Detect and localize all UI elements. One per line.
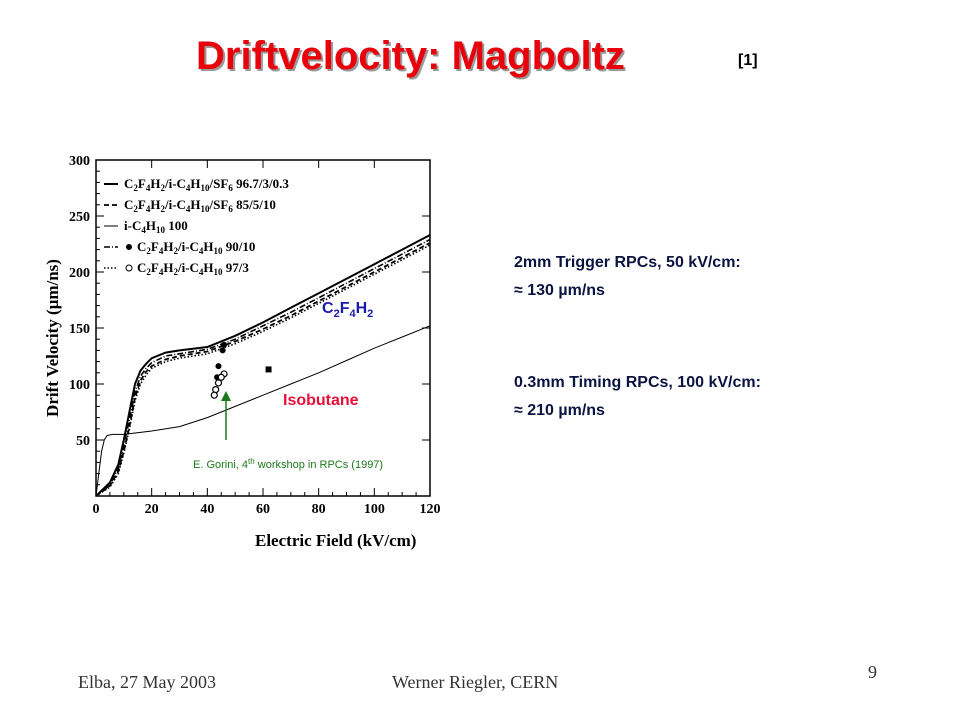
legend-label-2: C2F4H2/i-C4H10/SF6 85/5/10 <box>124 197 276 214</box>
annotation-reference: E. Gorini, 4th workshop in RPCs (1997) <box>193 457 383 471</box>
y-tick-label: 100 <box>69 378 90 393</box>
chart-legend: C2F4H2/i-C4H10/SF6 96.7/3/0.3 C2F4H2/i-C4… <box>104 176 289 277</box>
data-point-open <box>210 391 218 399</box>
data-points <box>210 341 272 399</box>
y-tick-label: 150 <box>69 322 90 337</box>
footer-date: Elba, 27 May 2003 <box>78 672 216 692</box>
note-timing-heading: 0.3mm Timing RPCs, 100 kV/cm: <box>514 374 761 391</box>
x-tick-label: 0 <box>93 502 100 517</box>
x-tick-label: 60 <box>256 502 270 517</box>
x-tick-label: 120 <box>420 502 441 517</box>
x-axis-label: Electric Field (kV/cm) <box>255 531 416 550</box>
y-tick-label: 200 <box>69 266 90 281</box>
y-axis-label: Drift Velocity (μm/ns) <box>43 259 62 417</box>
note-trigger-heading: 2mm Trigger RPCs, 50 kV/cm: <box>514 254 741 271</box>
legend-marker <box>126 244 132 250</box>
data-point-filled <box>221 341 228 348</box>
series-line-4 <box>95 238 431 497</box>
data-point-filled <box>215 363 222 370</box>
axis-ticks: 0 20 40 60 80 100 120 50 100 150 200 250 300 <box>69 154 441 517</box>
series-line-5 <box>95 244 431 497</box>
note-timing-value: ≈ 210 µm/ns <box>514 402 605 419</box>
legend-label-4: C2F4H2/i-C4H10 90/10 <box>137 239 255 256</box>
legend-label-5: C2F4H2/i-C4H10 97/3 <box>137 260 249 277</box>
y-tick-label: 50 <box>76 434 90 449</box>
slide-title: Driftvelocity: Magboltz <box>196 34 625 78</box>
annotation-c2f4h2: C2F4H2 <box>322 300 373 320</box>
y-tick-label: 300 <box>69 154 90 169</box>
legend-label-3: i-C4H10 100 <box>124 218 188 235</box>
series-line-3 <box>95 325 431 497</box>
page-number: 9 <box>868 662 877 682</box>
data-point-square <box>265 366 272 373</box>
note-trigger-value: ≈ 130 µm/ns <box>514 282 605 299</box>
series-curves <box>95 234 431 497</box>
series-line-1 <box>95 234 431 497</box>
x-tick-label: 20 <box>145 502 159 517</box>
annotation-isobutane: Isobutane <box>283 392 359 409</box>
data-point-filled <box>219 347 226 354</box>
data-point-open <box>214 379 223 387</box>
legend-label-1: C2F4H2/i-C4H10/SF6 96.7/3/0.3 <box>124 176 289 193</box>
x-tick-label: 100 <box>364 502 385 517</box>
reference-marker: [1] <box>738 52 758 69</box>
y-tick-label: 250 <box>69 210 90 225</box>
x-tick-label: 80 <box>312 502 326 517</box>
annotation-arrowhead <box>221 391 231 401</box>
footer-author: Werner Riegler, CERN <box>392 672 559 692</box>
legend-marker <box>125 264 133 272</box>
data-point-open <box>217 373 225 381</box>
x-tick-label: 40 <box>200 502 214 517</box>
